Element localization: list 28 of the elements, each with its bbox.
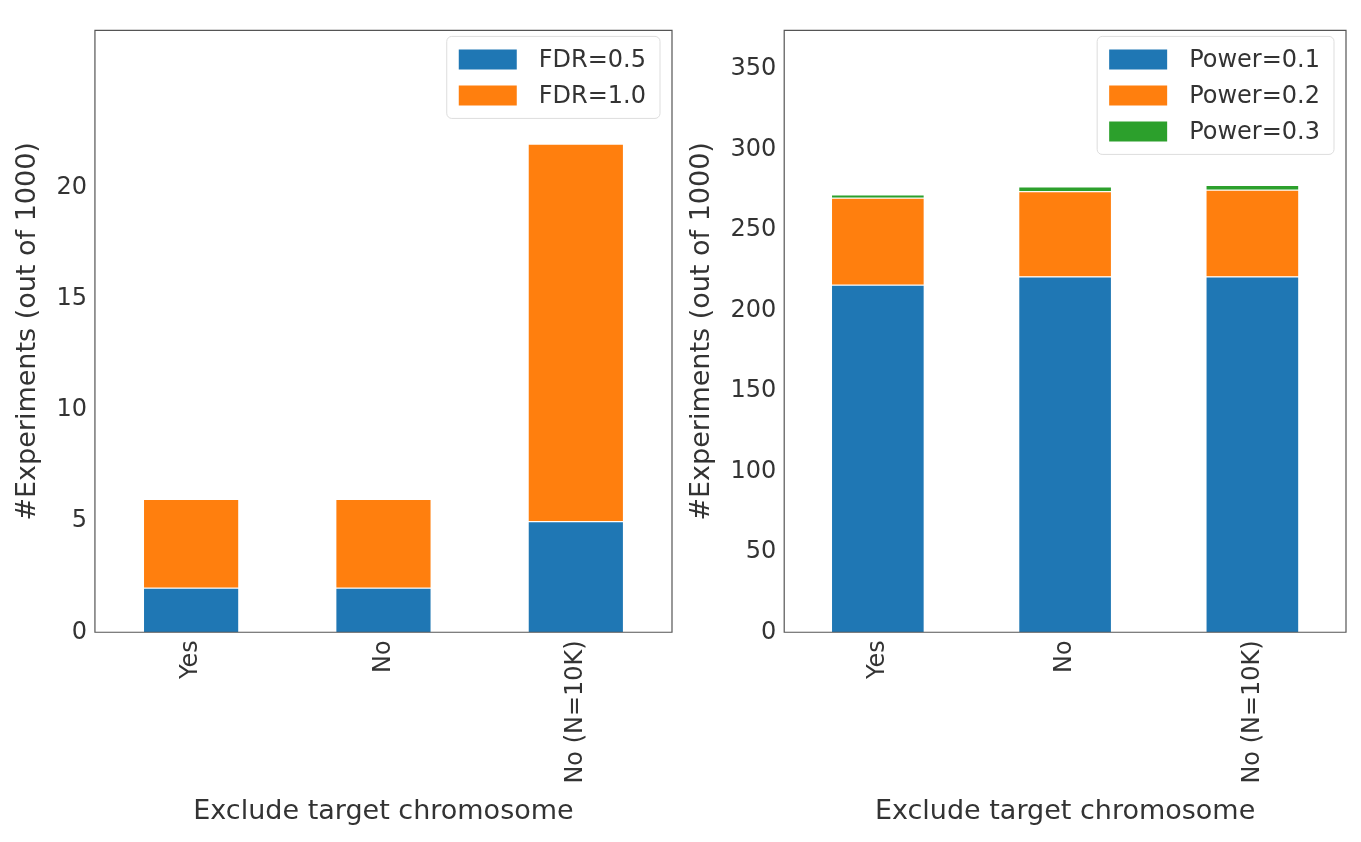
legend-label: FDR=1.0 [538,80,647,109]
x-tick-label: No [1049,640,1078,673]
y-tick-label: 5 [71,505,87,534]
x-tick-label: No (N=10K) [1236,640,1265,784]
y-tick-label: 20 [56,172,87,201]
y-tick-label: 15 [56,283,87,312]
y-tick-label: 200 [730,294,777,323]
y-tick-label: 150 [730,375,777,404]
x-axis-title: Exclude target chromosome [193,793,574,825]
y-axis-title: #Experiments (out of 1000) [10,142,42,521]
y-tick-label: 100 [730,455,777,484]
y-tick-label: 300 [730,133,777,162]
legend-label: FDR=0.5 [538,44,647,73]
legend-label: Power=0.2 [1189,80,1320,109]
y-tick-label: 0 [71,616,87,645]
y-tick-label: 50 [745,536,777,565]
y-tick-label: 350 [730,53,777,82]
legend-label: Power=0.3 [1189,116,1320,145]
y-axis-title: #Experiments (out of 1000) [684,142,716,521]
y-tick-label: 250 [730,214,777,243]
x-axis-title: Exclude target chromosome [874,793,1256,825]
y-tick-label: 10 [56,394,87,423]
legend-label: Power=0.1 [1189,44,1320,73]
x-tick-label: No (N=10K) [560,640,589,784]
y-tick-label: 0 [760,616,777,645]
x-tick-label: No [367,640,396,673]
x-tick-label: Yes [175,640,204,681]
x-tick-label: Yes [862,640,891,681]
